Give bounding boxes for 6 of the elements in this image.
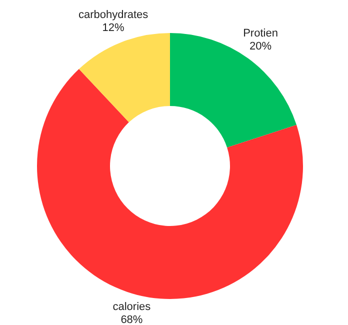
slice-label: calories <box>112 301 152 314</box>
slice-label: carbohydrates <box>78 8 149 21</box>
data-label: 68% <box>120 314 143 325</box>
data-label: 12% <box>102 22 125 34</box>
data-label: 20% <box>250 40 272 52</box>
slice-label: Protien <box>243 27 278 40</box>
